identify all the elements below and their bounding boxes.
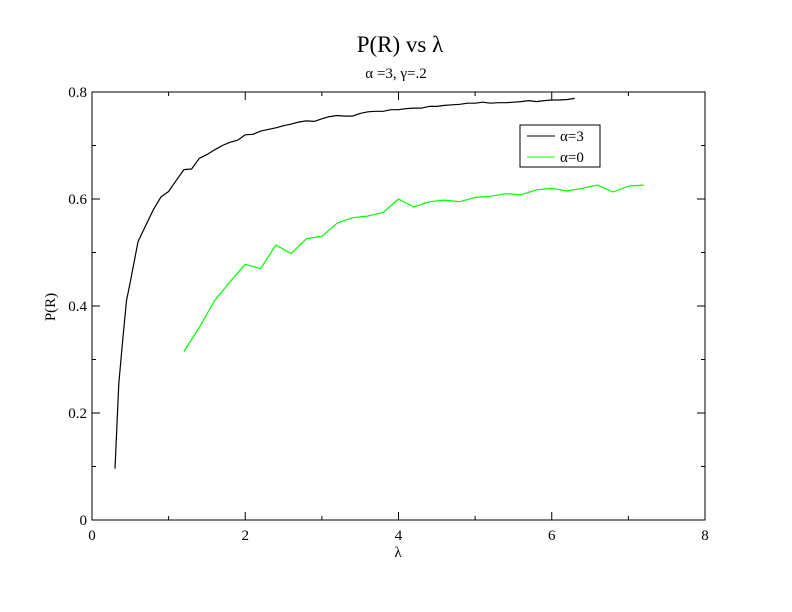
chart-title: P(R) vs λ: [357, 32, 444, 57]
plot-frame: [91, 91, 706, 521]
legend-label-alpha-3: α=3: [560, 129, 584, 145]
legend-box: [519, 124, 601, 168]
legend: α=3 α=0: [519, 124, 601, 168]
y-tick-label: 0.6: [68, 192, 87, 208]
x-tick-label: 6: [548, 528, 556, 544]
x-tick-label: 4: [395, 528, 403, 544]
chart-subtitle: α =3, γ=.2: [365, 66, 426, 82]
x-tick-label: 8: [701, 528, 709, 544]
y-axis-label: P(R): [43, 293, 59, 321]
series-line-1: [183, 184, 644, 352]
y-tick-label: 0.4: [68, 299, 87, 315]
x-axis-label: λ: [394, 545, 402, 561]
x-tick-label: 0: [88, 528, 96, 544]
series-line-0: [114, 97, 575, 469]
y-tick-label: 0.8: [68, 85, 87, 101]
y-tick-label: 0.2: [68, 406, 87, 422]
legend-label-alpha-0: α=0: [560, 150, 584, 166]
y-tick-label: 0: [80, 513, 88, 529]
x-tick-label: 2: [242, 528, 250, 544]
